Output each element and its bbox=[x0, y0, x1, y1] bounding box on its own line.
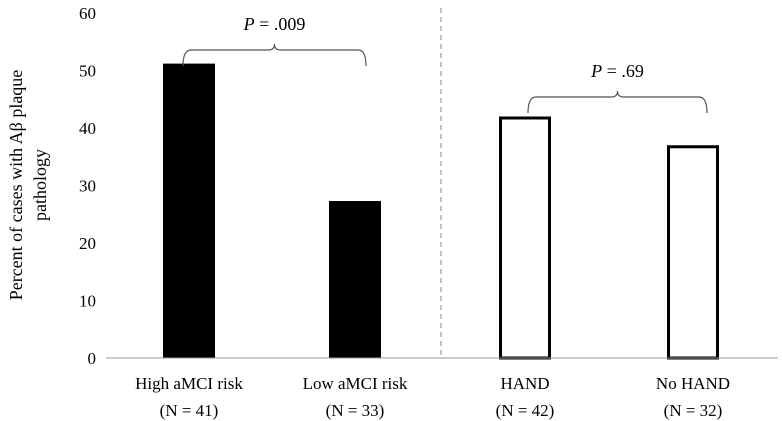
p-value-label: P = .69 bbox=[590, 61, 644, 81]
y-axis-ticks: 0 10 20 30 40 50 60 bbox=[79, 4, 96, 368]
p-value-label: P = .009 bbox=[243, 14, 306, 34]
y-tick-label: 10 bbox=[79, 292, 96, 311]
bars bbox=[163, 63, 719, 360]
sample-size-label: (N = 42) bbox=[496, 401, 555, 420]
category-label: HAND bbox=[500, 374, 549, 393]
category-label: Low aMCI risk bbox=[303, 374, 408, 393]
bar-1 bbox=[329, 201, 381, 358]
y-axis-title-line-1: Percent of cases with Aβ plaque bbox=[6, 70, 26, 301]
significance-bracket bbox=[527, 90, 708, 114]
p-symbol: P bbox=[243, 14, 255, 34]
category-label: No HAND bbox=[656, 374, 730, 393]
bar-0 bbox=[163, 63, 215, 358]
x-axis-labels: High aMCI risk (N = 41) Low aMCI risk (N = … bbox=[135, 374, 730, 420]
y-tick-label: 50 bbox=[79, 62, 96, 81]
sample-size-label: (N = 32) bbox=[664, 401, 723, 420]
significance-bracket bbox=[182, 43, 367, 67]
p-symbol: P bbox=[590, 61, 602, 81]
y-tick-label: 20 bbox=[79, 234, 96, 253]
bar-3 bbox=[667, 145, 719, 360]
bar-2 bbox=[499, 116, 551, 360]
category-label: High aMCI risk bbox=[135, 374, 243, 393]
y-tick-label: 0 bbox=[88, 349, 97, 368]
p-value: = .009 bbox=[255, 14, 306, 34]
y-tick-label: 30 bbox=[79, 177, 96, 196]
p-value: = .69 bbox=[602, 61, 644, 81]
sample-size-label: (N = 41) bbox=[160, 401, 219, 420]
y-axis-title: Percent of cases with Aβ plaque patholog… bbox=[6, 70, 50, 301]
y-tick-label: 60 bbox=[79, 4, 96, 23]
y-tick-label: 40 bbox=[79, 119, 96, 138]
sample-size-label: (N = 33) bbox=[326, 401, 385, 420]
y-axis-title-line-2: pathology bbox=[30, 149, 50, 221]
